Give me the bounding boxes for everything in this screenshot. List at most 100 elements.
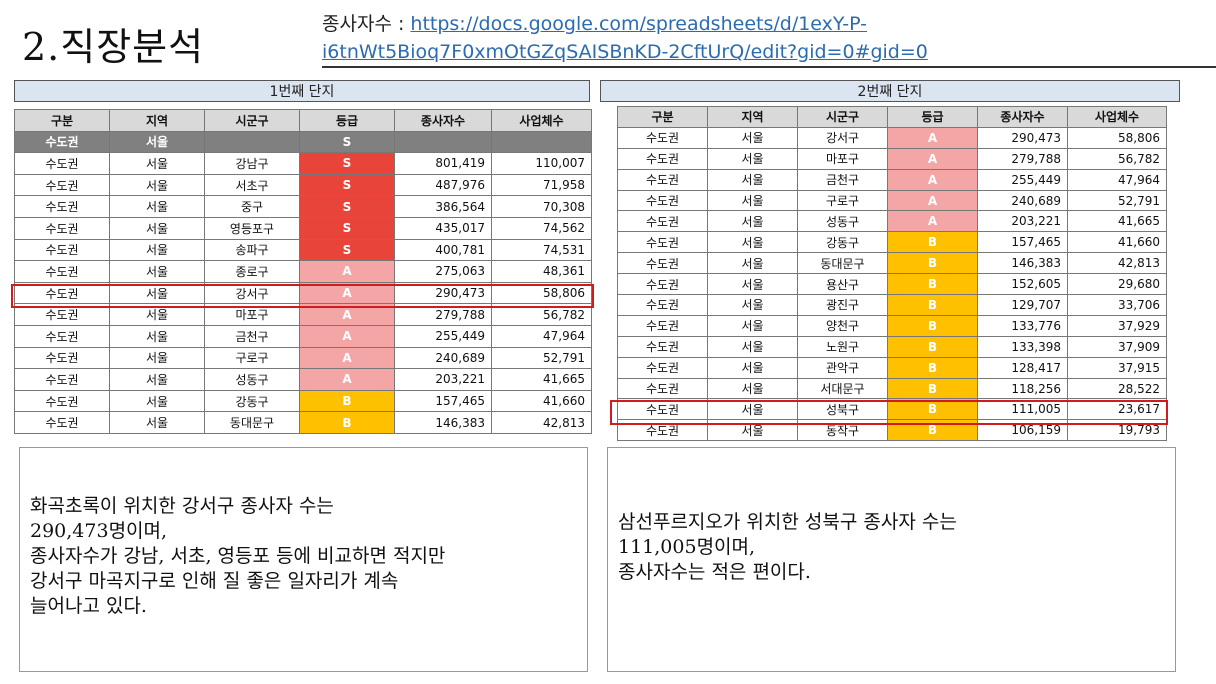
table-cell: 서울 [109, 216, 205, 240]
table-cell: 서울 [109, 411, 205, 434]
grade-cell: B [887, 356, 978, 379]
table-cell: 서울 [109, 389, 205, 413]
table1-header-cell: 등급 [299, 109, 395, 132]
table-cell: 111,005 [977, 398, 1068, 421]
table-row: 수도권 서울 금천구 A 255,449 47,964 [617, 168, 1167, 191]
table2-header-row: 구분 지역 시군구 등급 종사자수 사업체수 [617, 106, 1167, 128]
table-cell: 23,617 [1067, 398, 1167, 421]
table-cell: 279,788 [977, 147, 1068, 170]
note-box-gangseo: 화곡초록이 위치한 강서구 종사자 수는 290,473명이며, 종사자수가 강… [19, 447, 588, 672]
table-cell: 수도권 [14, 173, 110, 197]
grade-cell: S [299, 152, 395, 175]
table-cell: 수도권 [617, 147, 708, 170]
table1-header-cell: 지역 [109, 109, 205, 132]
table-cell: 52,791 [491, 346, 592, 370]
table-cell: 서울 [109, 152, 205, 175]
table-cell: 129,707 [977, 294, 1068, 316]
table-cell: 서울 [109, 173, 205, 197]
table-row: 수도권 서울 광진구 B 129,707 33,706 [617, 294, 1167, 316]
table-cell: 수도권 [14, 389, 110, 413]
grade-cell: B [299, 411, 395, 434]
table-cell: 133,398 [977, 335, 1068, 358]
grade-cell: A [299, 260, 395, 283]
table-cell: 42,813 [491, 411, 592, 434]
table-cell: 수도권 [617, 294, 708, 316]
table-cell: 37,909 [1067, 335, 1167, 358]
table-cell: 수도권 [14, 130, 110, 154]
table-cell: 수도권 [617, 231, 708, 254]
table-row: 수도권 서울 구로구 A 240,689 52,791 [617, 189, 1167, 212]
source-link-continued[interactable]: i6tnWt5Bioq7F0xmOtGZqSAISBnKD-2CftUrQ/ed… [322, 41, 928, 63]
note2-line: 종사자수는 적은 편이다. [618, 561, 811, 583]
grade-cell: S [299, 195, 395, 218]
table-cell: 수도권 [617, 377, 708, 400]
grade-cell: B [299, 389, 395, 413]
table-cell: 용산구 [797, 273, 888, 296]
table-cell: 마포구 [204, 303, 300, 326]
table-cell: 275,063 [394, 260, 492, 283]
table-row: 수도권 서울 강서구 A 290,473 58,806 [617, 126, 1167, 149]
table-cell: 41,660 [1067, 231, 1167, 254]
table-row: 수도권 서울 S [14, 130, 592, 154]
table2-highlight-seongbuk [610, 400, 1168, 425]
table-cell: 수도권 [14, 152, 110, 175]
table-row: 수도권 서울 서대문구 B 118,256 28,522 [617, 377, 1167, 400]
table-cell: 255,449 [394, 324, 492, 348]
table-cell: 42,813 [1067, 252, 1167, 275]
table-row: 수도권 서울 양천구 B 133,776 37,929 [617, 314, 1167, 337]
table-row: 수도권 서울 관악구 B 128,417 37,915 [617, 356, 1167, 379]
table-cell: 서울 [109, 324, 205, 348]
table1-header-cell: 구분 [14, 109, 110, 132]
table-cell: 수도권 [14, 238, 110, 262]
table-cell: 수도권 [617, 356, 708, 379]
grade-cell: B [887, 314, 978, 337]
grade-cell: A [887, 147, 978, 170]
table-cell: 성동구 [204, 368, 300, 391]
table-cell: 수도권 [617, 398, 708, 421]
grade-cell: A [299, 368, 395, 391]
table-row: 수도권 서울 강동구 B 157,465 41,660 [617, 231, 1167, 254]
table-row: 수도권 서울 금천구 A 255,449 47,964 [14, 324, 592, 348]
table-cell [394, 130, 492, 154]
source-note: 종사자수 : https://docs.google.com/spreadshe… [322, 10, 928, 66]
note1-line: 화곡초록이 위치한 강서구 종사자 수는 [30, 495, 334, 517]
table-cell: 33,706 [1067, 294, 1167, 316]
table-cell: 중구 [204, 195, 300, 218]
table-row: 수도권 서울 영등포구 S 435,017 74,562 [14, 216, 592, 240]
table-cell: 서울 [707, 273, 798, 296]
table-row: 수도권 서울 강동구 B 157,465 41,660 [14, 389, 592, 413]
table-cell: 152,605 [977, 273, 1068, 296]
table-cell [204, 130, 300, 154]
note1-line: 290,473명이며, [30, 520, 168, 542]
source-link[interactable]: https://docs.google.com/spreadsheets/d/1… [410, 13, 868, 35]
table-cell: 수도권 [14, 346, 110, 370]
table-cell: 서울 [109, 368, 205, 391]
table-cell: 마포구 [797, 147, 888, 170]
table-cell: 71,958 [491, 173, 592, 197]
table-cell: 수도권 [14, 260, 110, 283]
table-cell: 74,531 [491, 238, 592, 262]
table-cell: 수도권 [617, 210, 708, 233]
table-cell: 48,361 [491, 260, 592, 283]
table-cell: 29,680 [1067, 273, 1167, 296]
table2-header-cell: 등급 [887, 106, 978, 128]
table-cell: 수도권 [617, 335, 708, 358]
table-cell: 203,221 [394, 368, 492, 391]
grade-cell: B [887, 294, 978, 316]
table-cell: 강동구 [797, 231, 888, 254]
table-cell: 동대문구 [797, 252, 888, 275]
table-cell: 성북구 [797, 398, 888, 421]
table1-header-row: 구분 지역 시군구 등급 종사자수 사업체수 [14, 109, 592, 132]
table2-caption: 2번째 단지 [600, 80, 1180, 102]
table-cell: 240,689 [977, 189, 1068, 212]
grade-cell: A [887, 168, 978, 191]
table-cell: 41,660 [491, 389, 592, 413]
source-label: 종사자수 : [322, 13, 411, 35]
table-cell: 서울 [109, 260, 205, 283]
table-cell: 128,417 [977, 356, 1068, 379]
table-row: 수도권 서울 중구 S 386,564 70,308 [14, 195, 592, 218]
table-cell: 서대문구 [797, 377, 888, 400]
table2-header-cell: 시군구 [797, 106, 888, 128]
table-cell: 수도권 [617, 273, 708, 296]
table-cell: 서울 [109, 238, 205, 262]
